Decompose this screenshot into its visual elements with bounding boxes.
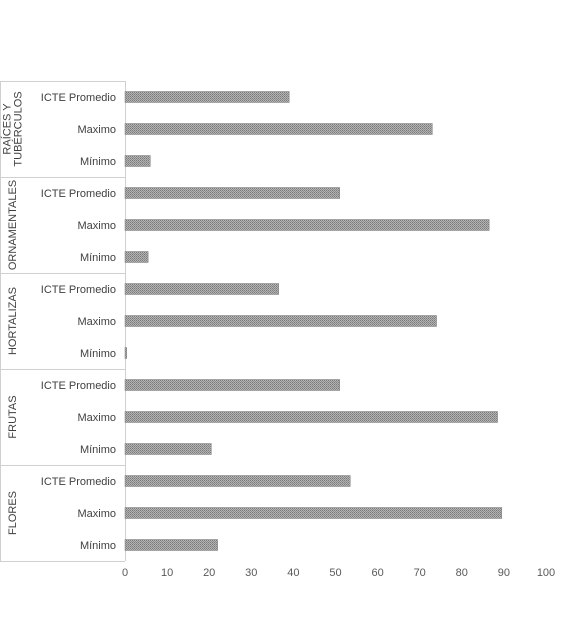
bar-raices-y-tuberculos-icte-promedio — [124, 91, 290, 103]
group-labels: RAÍCES YTUBÉRCULOS ORNAMENTALES HORTALIZAS… — [1, 91, 25, 535]
bar-ornamentales-maximo — [124, 219, 490, 231]
category-label-ornamentales-minimo: Mínimo — [80, 252, 116, 264]
bar-hortalizas-minimo — [124, 347, 127, 359]
bar-flores-minimo — [124, 539, 218, 551]
bar-ornamentales-minimo — [124, 251, 149, 263]
bar-flores-icte-promedio — [124, 475, 351, 487]
group-label-line: FLORES — [7, 491, 19, 535]
x-tick-label-60: 60 — [371, 567, 383, 579]
x-tick-label-50: 50 — [329, 567, 341, 579]
bar-frutas-icte-promedio — [124, 379, 340, 391]
group-label-flores: FLORES — [7, 491, 19, 535]
category-labels: ICTE Promedio Maximo Mínimo ICTE Promedio Ma… — [41, 92, 116, 552]
bars — [124, 91, 503, 551]
group-label-line: ORNAMENTALES — [7, 180, 19, 270]
bar-hortalizas-maximo — [124, 315, 437, 327]
x-tick-label-0: 0 — [122, 567, 128, 579]
category-label-flores-maximo: Maximo — [77, 508, 116, 520]
x-tick-label-100: 100 — [537, 567, 555, 579]
category-label-hortalizas-minimo: Mínimo — [80, 348, 116, 360]
group-label-frutas: FRUTAS — [7, 395, 19, 438]
category-label-flores-minimo: Mínimo — [80, 540, 116, 552]
category-label-hortalizas-icte-promedio: ICTE Promedio — [41, 284, 116, 296]
category-label-raices-y-tuberculos-minimo: Mínimo — [80, 156, 116, 168]
group-label-line: RAÍCES Y — [1, 103, 14, 155]
category-label-ornamentales-icte-promedio: ICTE Promedio — [41, 188, 116, 200]
x-tick-label-10: 10 — [161, 567, 173, 579]
x-tick-label-40: 40 — [287, 567, 299, 579]
bar-hortalizas-icte-promedio — [124, 283, 279, 295]
group-label-line: TUBÉRCULOS — [12, 91, 25, 166]
category-label-hortalizas-maximo: Maximo — [77, 316, 116, 328]
category-label-ornamentales-maximo: Maximo — [77, 220, 116, 232]
x-axis-tick-labels: 0 10 20 30 40 50 60 70 80 90 100 — [122, 567, 555, 579]
x-tick-label-30: 30 — [245, 567, 257, 579]
bar-raices-y-tuberculos-maximo — [124, 123, 433, 135]
bar-frutas-maximo — [124, 411, 498, 423]
group-label-raices-y-tuberculos: RAÍCES YTUBÉRCULOS — [1, 91, 25, 166]
x-tick-label-90: 90 — [498, 567, 510, 579]
bar-flores-maximo — [124, 507, 503, 519]
category-label-raices-y-tuberculos-icte-promedio: ICTE Promedio — [41, 92, 116, 104]
group-label-line: HORTALIZAS — [7, 287, 19, 355]
category-label-frutas-icte-promedio: ICTE Promedio — [41, 380, 116, 392]
x-tick-label-70: 70 — [414, 567, 426, 579]
category-label-frutas-maximo: Maximo — [77, 412, 116, 424]
category-label-raices-y-tuberculos-maximo: Maximo — [77, 124, 116, 136]
bar-ornamentales-icte-promedio — [124, 187, 340, 199]
x-tick-label-80: 80 — [456, 567, 468, 579]
group-label-ornamentales: ORNAMENTALES — [7, 180, 19, 270]
x-tick-label-20: 20 — [203, 567, 215, 579]
bar-frutas-minimo — [124, 443, 212, 455]
group-label-hortalizas: HORTALIZAS — [7, 287, 19, 355]
bar-raices-y-tuberculos-minimo — [124, 155, 151, 167]
category-label-frutas-minimo: Mínimo — [80, 444, 116, 456]
category-label-flores-icte-promedio: ICTE Promedio — [41, 476, 116, 488]
group-label-line: FRUTAS — [7, 395, 19, 438]
